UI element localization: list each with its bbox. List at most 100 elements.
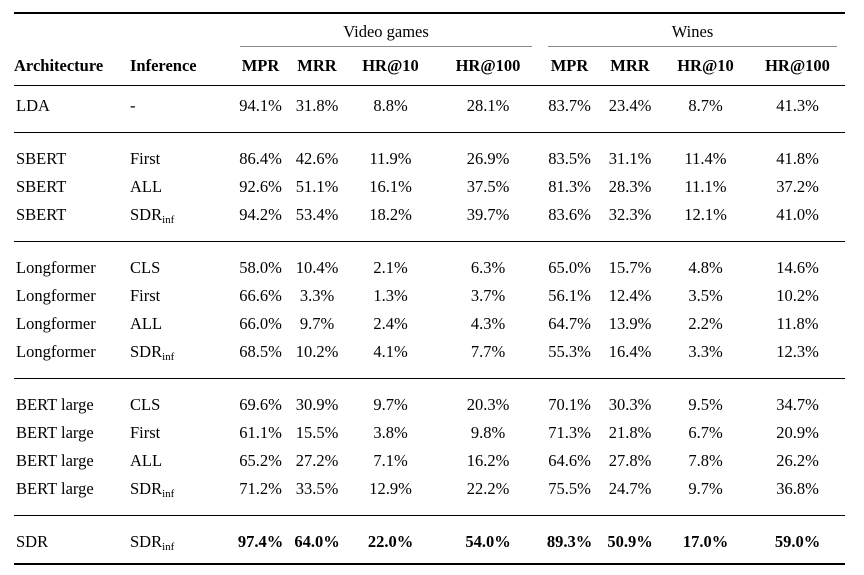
value-cell: 10.2% — [295, 341, 339, 361]
value-cell: 81.3% — [548, 176, 591, 196]
value-cell: 3.5% — [688, 285, 723, 305]
value-cell: 42.6% — [295, 148, 339, 168]
table-row: SBERT ALL 92.6% 51.1% 16.1% 37.5% 81.3% … — [14, 173, 845, 201]
value-cell: 11.8% — [776, 313, 819, 333]
value-cell: 75.5% — [548, 478, 591, 498]
value-cell: 15.7% — [608, 257, 652, 277]
inference-cell: - — [130, 95, 136, 115]
architecture-cell: SBERT — [16, 204, 67, 224]
value-cell: 6.3% — [470, 257, 506, 277]
value-cell: 12.3% — [776, 341, 819, 361]
value-cell: 58.0% — [239, 257, 282, 277]
value-cell: 68.5% — [239, 341, 282, 361]
value-cell: 65.0% — [548, 257, 591, 277]
group-sbert: SBERT First 86.4% 42.6% 11.9% 26.9% 83.5… — [14, 132, 845, 241]
video-games-label: Video games — [240, 22, 532, 47]
value-cell: 41.3% — [776, 95, 819, 115]
value-cell: 20.3% — [466, 394, 510, 414]
value-cell: 7.8% — [688, 450, 723, 470]
group-header-wines: Wines — [540, 13, 845, 47]
value-cell: 34.7% — [776, 394, 819, 414]
col-header-wines-hr10: HR@10 — [677, 55, 734, 75]
value-cell: 6.7% — [688, 422, 723, 442]
value-cell: 9.7% — [688, 478, 723, 498]
value-cell: 27.2% — [295, 450, 339, 470]
inference-cell: First — [130, 285, 161, 305]
value-cell: 94.1% — [239, 95, 282, 115]
value-cell: 71.3% — [548, 422, 591, 442]
inference-cell: First — [130, 422, 161, 442]
architecture-cell: BERT large — [16, 478, 94, 498]
table-header: Video games Wines Architecture Inference… — [14, 13, 845, 85]
inference-cell: ALL — [130, 313, 163, 333]
value-cell: 2.2% — [688, 313, 723, 333]
group-sdr: SDR SDRinf 97.4% 64.0% 22.0% 54.0% 89.3%… — [14, 515, 845, 564]
value-cell: 83.7% — [548, 95, 591, 115]
inference-subscript: inf — [162, 540, 175, 553]
group-bert-large: BERT large CLS 69.6% 30.9% 9.7% 20.3% 70… — [14, 378, 845, 515]
col-header-vg-hr10: HR@10 — [362, 55, 419, 75]
value-cell: 28.1% — [466, 95, 510, 115]
architecture-cell: Longformer — [16, 257, 96, 277]
column-header-row: Architecture Inference MPR MRR HR@10 HR@… — [14, 47, 845, 85]
value-cell: 9.8% — [470, 422, 506, 442]
inference-cell: CLS — [130, 394, 161, 414]
value-cell: 97.4% — [237, 531, 284, 551]
value-cell: 26.2% — [776, 450, 819, 470]
value-cell: 26.9% — [466, 148, 510, 168]
value-cell: 30.3% — [608, 394, 652, 414]
inference-cell: First — [130, 148, 161, 168]
table-row: SBERT First 86.4% 42.6% 11.9% 26.9% 83.5… — [14, 132, 845, 173]
table-row: BERT large CLS 69.6% 30.9% 9.7% 20.3% 70… — [14, 378, 845, 419]
value-cell: 41.0% — [776, 204, 819, 224]
inference-cell: SDRinf — [130, 478, 175, 500]
wines-label: Wines — [548, 22, 837, 47]
table-row: LDA - 94.1% 31.8% 8.8% 28.1% 83.7% 23.4%… — [14, 85, 845, 132]
value-cell: 10.2% — [776, 285, 819, 305]
value-cell: 64.6% — [548, 450, 591, 470]
value-cell: 66.6% — [239, 285, 282, 305]
value-cell: 64.0% — [294, 531, 340, 551]
table-row: Longformer SDRinf 68.5% 10.2% 4.1% 7.7% … — [14, 338, 845, 379]
value-cell: 11.1% — [684, 176, 727, 196]
table-row: SBERT SDRinf 94.2% 53.4% 18.2% 39.7% 83.… — [14, 201, 845, 242]
value-cell: 23.4% — [608, 95, 652, 115]
value-cell: 8.7% — [688, 95, 723, 115]
architecture-cell: Longformer — [16, 285, 96, 305]
col-header-vg-mpr: MPR — [241, 55, 280, 75]
table-row: Longformer CLS 58.0% 10.4% 2.1% 6.3% 65.… — [14, 241, 845, 282]
value-cell: 83.6% — [548, 204, 591, 224]
value-cell: 89.3% — [546, 531, 593, 551]
value-cell: 4.3% — [470, 313, 506, 333]
value-cell: 22.0% — [367, 531, 414, 551]
architecture-cell: Longformer — [16, 313, 96, 333]
value-cell: 10.4% — [295, 257, 339, 277]
value-cell: 65.2% — [239, 450, 282, 470]
value-cell: 32.3% — [608, 204, 652, 224]
value-cell: 12.9% — [369, 478, 412, 498]
value-cell: 16.1% — [369, 176, 412, 196]
value-cell: 37.5% — [466, 176, 510, 196]
value-cell: 59.0% — [774, 531, 821, 551]
architecture-cell: BERT large — [16, 394, 94, 414]
value-cell: 13.9% — [608, 313, 652, 333]
value-cell: 15.5% — [295, 422, 339, 442]
inference-cell: ALL — [130, 450, 163, 470]
value-cell: 2.1% — [373, 257, 408, 277]
col-header-wines-hr100: HR@100 — [765, 55, 830, 75]
architecture-cell: SDR — [16, 531, 49, 551]
group-header-video-games: Video games — [232, 13, 540, 47]
value-cell: 7.1% — [373, 450, 408, 470]
inference-cell: SDRinf — [130, 341, 175, 363]
value-cell: 37.2% — [776, 176, 819, 196]
value-cell: 24.7% — [608, 478, 652, 498]
value-cell: 16.4% — [608, 341, 652, 361]
value-cell: 54.0% — [465, 531, 511, 551]
results-table: Video games Wines Architecture Inference… — [14, 12, 845, 565]
value-cell: 50.9% — [607, 531, 653, 551]
value-cell: 11.9% — [369, 148, 412, 168]
value-cell: 4.8% — [688, 257, 723, 277]
value-cell: 83.5% — [548, 148, 591, 168]
value-cell: 22.2% — [466, 478, 510, 498]
value-cell: 8.8% — [373, 95, 408, 115]
